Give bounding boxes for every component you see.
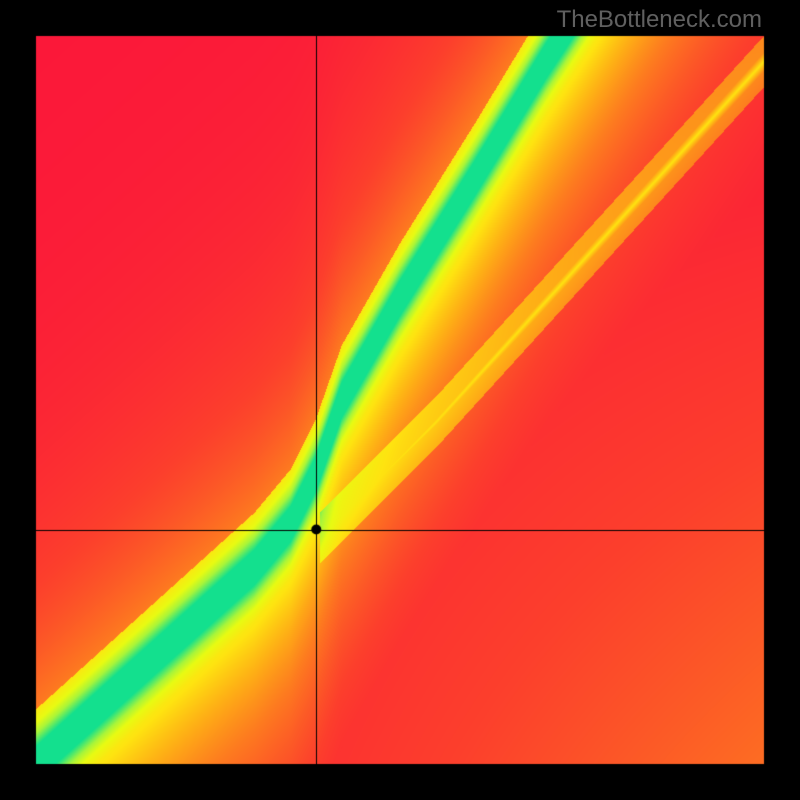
watermark-text: TheBottleneck.com xyxy=(557,6,762,34)
bottleneck-heatmap xyxy=(0,0,800,800)
